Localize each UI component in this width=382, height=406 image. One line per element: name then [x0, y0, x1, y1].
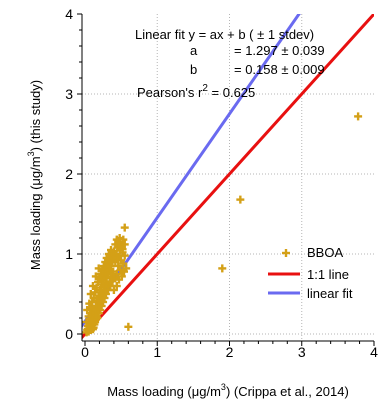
pearson-r2: Pearson's r2 = 0.625	[137, 83, 255, 100]
y-tick-label-1: 1	[65, 246, 73, 262]
bboa-point-32	[88, 282, 97, 290]
x-tick-label-2: 2	[226, 344, 234, 360]
bboa-point-46	[94, 264, 103, 273]
y-axis-title-sup: 3	[26, 151, 36, 156]
y-axis-title-main: Mass loading (μg/m	[28, 156, 43, 270]
r2-value: = 0.625	[208, 85, 255, 100]
bboa-markers	[82, 112, 363, 337]
series-line-1	[82, 14, 374, 340]
bboa-point-102	[120, 240, 129, 249]
bboa-point-110	[94, 298, 103, 306]
legend-item-1to1: 1:1 line	[268, 267, 349, 282]
legend-cross	[282, 249, 290, 257]
bboa-point-70	[119, 259, 128, 268]
legend-marker-bboa	[282, 249, 290, 257]
fit-a-label: a	[190, 43, 198, 58]
y-axis-title: Mass loading (μg/m3) (this study)	[26, 80, 43, 270]
y-tick-label-4: 4	[65, 6, 73, 22]
r2-prefix: Pearson's r	[137, 85, 203, 100]
x-axis-title-main: Mass loading (μg/m	[107, 384, 221, 399]
legend-label-1to1: 1:1 line	[307, 267, 349, 282]
bboa-point-123	[236, 195, 245, 204]
legend-label-linear-fit: linear fit	[307, 286, 353, 301]
bboa-point-106	[101, 286, 110, 294]
fit-a-value: = 1.297 ± 0.039	[234, 43, 325, 58]
legend-item-bboa: BBOA	[282, 245, 343, 260]
fit-annotation: Linear fit y = ax + b ( ± 1 stdev) a = 1…	[135, 27, 325, 100]
x-tick-label-4: 4	[370, 344, 378, 360]
y-axis-title-tail: ) (this study)	[28, 80, 43, 152]
x-tick-label-1: 1	[153, 344, 161, 360]
x-axis-title-sup: 3	[221, 382, 226, 392]
bboa-point-120	[120, 223, 129, 232]
x-axis-title: Mass loading (μg/m3) (Crippa et al., 201…	[107, 382, 349, 399]
bboa-point-111	[92, 302, 101, 311]
tick-labels: 0 1 2 3 4 0 1 2 3 4	[65, 6, 378, 360]
bboa-point-124	[354, 112, 363, 121]
bboa-point-116	[85, 320, 94, 329]
bboa-point-108	[96, 288, 105, 297]
bboa-point-117	[83, 325, 92, 334]
bboa-point-122	[218, 264, 227, 273]
x-axis-title-tail: ) (Crippa et al., 2014)	[226, 384, 349, 399]
legend-label-bboa: BBOA	[307, 245, 343, 260]
fit-b-value: = 0.158 ± 0.009	[234, 62, 325, 77]
bboa-point-109	[95, 294, 104, 302]
fit-b-label: b	[190, 62, 197, 77]
bboa-point-39	[91, 272, 100, 281]
y-tick-label-0: 0	[65, 326, 73, 342]
legend-item-linear-fit: linear fit	[268, 286, 353, 301]
y-tick-label-3: 3	[65, 86, 73, 102]
bboa-point-121	[124, 322, 133, 331]
x-tick-label-0: 0	[81, 344, 89, 360]
y-tick-label-2: 2	[65, 166, 73, 182]
bboa-point-96	[107, 272, 116, 281]
bboa-point-89	[112, 282, 121, 290]
fit-title: Linear fit y = ax + b ( ± 1 stdev)	[135, 27, 314, 42]
bboa-point-101	[118, 245, 127, 254]
series-line-2	[82, 14, 301, 328]
legend: BBOA 1:1 line linear fit	[268, 245, 353, 301]
series-lines	[82, 14, 374, 340]
bboa-point-25	[86, 290, 95, 298]
bboa-point-95	[109, 267, 118, 276]
r2-sup: 2	[202, 83, 208, 94]
bboa-point-93	[122, 264, 131, 273]
bboa-point-105	[112, 235, 121, 244]
bboa-point-107	[99, 282, 108, 290]
bboa-point-91	[117, 272, 126, 281]
x-tick-label-3: 3	[298, 344, 306, 360]
bboa-point-119	[86, 309, 95, 318]
bboa-point-100	[115, 251, 124, 260]
